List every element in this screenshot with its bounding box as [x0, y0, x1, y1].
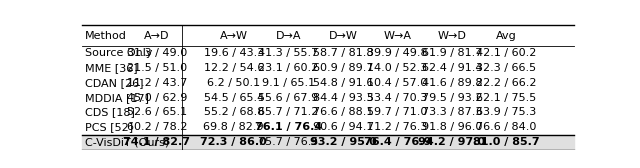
Text: 41.6 / 89.8: 41.6 / 89.8	[422, 78, 483, 88]
Text: 59.7 / 71.0: 59.7 / 71.0	[367, 108, 428, 117]
Text: 71.2 / 76.3: 71.2 / 76.3	[367, 122, 428, 132]
Text: 52.6 / 65.1: 52.6 / 65.1	[127, 108, 187, 117]
Text: 76.6 / 84.0: 76.6 / 84.0	[476, 122, 537, 132]
Text: 31.3 / 49.0: 31.3 / 49.0	[127, 48, 187, 58]
Text: 60.2 / 78.2: 60.2 / 78.2	[127, 122, 187, 132]
Text: 73.3 / 87.3: 73.3 / 87.3	[422, 108, 482, 117]
Text: 10.4 / 57.0: 10.4 / 57.0	[367, 78, 428, 88]
Text: 12.2 / 54.6: 12.2 / 54.6	[204, 63, 264, 73]
Text: 14.0 / 52.3: 14.0 / 52.3	[367, 63, 428, 73]
Text: W→D: W→D	[438, 31, 467, 41]
Text: 90.6 / 94.1: 90.6 / 94.1	[313, 122, 373, 132]
Text: CDAN [26]: CDAN [26]	[85, 78, 143, 88]
Text: 76.1 / 76.4: 76.1 / 76.4	[255, 122, 322, 132]
Text: 22.2 / 66.2: 22.2 / 66.2	[476, 78, 537, 88]
Text: MME [36]: MME [36]	[85, 63, 138, 73]
Text: 65.7 / 71.2: 65.7 / 71.2	[258, 108, 319, 117]
Text: 74.1 / 82.7: 74.1 / 82.7	[124, 137, 190, 147]
Text: A→D: A→D	[144, 31, 170, 41]
Text: 11.2 / 43.7: 11.2 / 43.7	[127, 78, 187, 88]
Text: 55.6 / 67.9: 55.6 / 67.9	[258, 93, 319, 103]
Text: 76.4 / 76.9: 76.4 / 76.9	[364, 137, 431, 147]
Text: 61.9 / 81.7: 61.9 / 81.7	[422, 48, 482, 58]
Text: Method: Method	[85, 31, 127, 41]
Text: 94.2 / 97.0: 94.2 / 97.0	[419, 137, 486, 147]
Text: 75.7 / 76.5: 75.7 / 76.5	[258, 137, 319, 147]
Text: 62.4 / 91.4: 62.4 / 91.4	[422, 63, 483, 73]
Text: 93.2 / 95.0: 93.2 / 95.0	[310, 137, 376, 147]
Text: 41.3 / 55.7: 41.3 / 55.7	[258, 48, 319, 58]
Text: 84.4 / 93.3: 84.4 / 93.3	[312, 93, 373, 103]
Text: 54.8 / 91.6: 54.8 / 91.6	[313, 78, 373, 88]
Text: 42.1 / 60.2: 42.1 / 60.2	[476, 48, 537, 58]
Text: MDDIA [17]: MDDIA [17]	[85, 93, 149, 103]
Text: D→W: D→W	[328, 31, 357, 41]
Text: C-VisDiT (Ours): C-VisDiT (Ours)	[85, 137, 169, 147]
Text: 53.4 / 70.3: 53.4 / 70.3	[367, 93, 428, 103]
Text: A→W: A→W	[220, 31, 248, 41]
Text: 45.0 / 62.9: 45.0 / 62.9	[127, 93, 187, 103]
Text: 81.0 / 85.7: 81.0 / 85.7	[473, 137, 540, 147]
Text: 91.8 / 96.0: 91.8 / 96.0	[422, 122, 482, 132]
Text: 55.2 / 68.8: 55.2 / 68.8	[204, 108, 264, 117]
Text: 79.5 / 93.2: 79.5 / 93.2	[422, 93, 483, 103]
Text: 23.1 / 60.2: 23.1 / 60.2	[258, 63, 319, 73]
Text: 21.5 / 51.0: 21.5 / 51.0	[127, 63, 187, 73]
Text: W→A: W→A	[383, 31, 412, 41]
Text: 72.3 / 86.0: 72.3 / 86.0	[200, 137, 267, 147]
Text: 54.5 / 65.4: 54.5 / 65.4	[204, 93, 264, 103]
Text: 60.9 / 89.7: 60.9 / 89.7	[312, 63, 373, 73]
Text: Avg: Avg	[496, 31, 517, 41]
Text: 32.3 / 66.5: 32.3 / 66.5	[477, 63, 536, 73]
Text: 19.6 / 43.3: 19.6 / 43.3	[204, 48, 264, 58]
Text: 69.8 / 82.9: 69.8 / 82.9	[204, 122, 264, 132]
Text: 9.1 / 65.1: 9.1 / 65.1	[262, 78, 315, 88]
Bar	[83, 135, 573, 150]
Text: 76.6 / 88.1: 76.6 / 88.1	[313, 108, 373, 117]
Text: Source Only: Source Only	[85, 48, 152, 58]
Text: D→A: D→A	[276, 31, 301, 41]
Text: CDS [18]: CDS [18]	[85, 108, 135, 117]
Text: 62.1 / 75.5: 62.1 / 75.5	[476, 93, 537, 103]
Text: PCS [52]: PCS [52]	[85, 122, 133, 132]
Text: 6.2 / 50.1: 6.2 / 50.1	[207, 78, 260, 88]
Text: 58.7 / 81.8: 58.7 / 81.8	[312, 48, 373, 58]
Text: 39.9 / 49.8: 39.9 / 49.8	[367, 48, 428, 58]
Text: 63.9 / 75.3: 63.9 / 75.3	[476, 108, 537, 117]
